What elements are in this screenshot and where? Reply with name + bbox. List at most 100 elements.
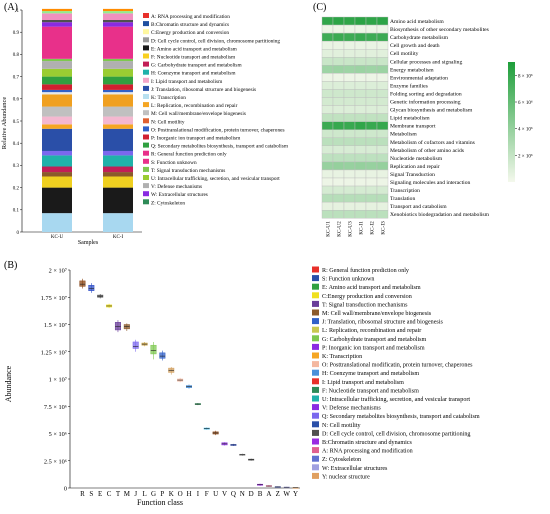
panel-a-legend-label: M: Cell wall/membrane/envelope biogenesi… [151,111,246,117]
panel-b-legend-label: M: Cell wall/membrane/envelope biogenesi… [322,311,432,317]
panel-c-heatmap-cell [354,185,367,195]
panel-a-bar-segment-g [42,58,72,62]
panel-c-heatmap-cell [343,89,356,98]
panel-b-xtick-label: J [134,490,137,498]
panel-b-xtick-label: T [116,490,121,498]
panel-c-scale-tick-label: 8 × 10⁶ [518,73,533,79]
panel-c-heatmap-cell [376,193,389,203]
panel-c-heatmap-cell [321,65,334,74]
panel-b-legend-swatch [312,335,319,342]
panel-a-bar-segment-l [42,89,72,93]
panel-c-heatmap-cell [354,193,367,203]
panel-c-heatmap-cell [365,145,378,155]
panel-a-legend-swatch [143,21,149,27]
panel-a-legend-label: V: Defense mechanisms [151,183,202,190]
panel-c-heatmap-cell [354,105,367,114]
panel-c-heatmap-cell [343,32,356,42]
panel-a-legend-label: I: Lipid transport and metabolism [151,79,223,85]
panel-a-legend-label: Q: Secondary metabolites biosynthesis, t… [151,144,289,150]
panel-a-legend-label: G: Carbohydrate transport and metabolism [151,63,242,69]
panel-b-xtick-label: V [222,490,227,498]
panel-b-legend-label: K: Transcription [322,354,362,360]
panel-c-column-label: KC-U2 [337,221,343,237]
panel-c-heatmap-cell [354,201,367,211]
panel-c-row-label: Nucleotide metabolism [390,156,443,162]
panel-c-heatmap-cell [354,24,367,34]
panel-c-heatmap-cell [332,97,345,106]
panel-a-ytick-label: 1 [17,9,20,14]
panel-b-legend-swatch [312,421,319,428]
panel-b-ylabel: Abundance [4,365,13,402]
panel-b-legend-swatch [312,361,319,368]
panel-c-row-label: Energy metabolism [390,67,434,73]
panel-a-legend-swatch [143,183,149,189]
panel-a-bar-segment-h [42,61,72,69]
panel-b-legend-label: S: Function unknown [322,277,374,283]
panel-c-heatmap-cell [365,97,378,106]
panel-c-heatmap-cell [354,145,367,155]
panel-b-ytick-label: 1 × 10⁷ [49,377,67,384]
panel-a-bar-segment-n [103,94,133,107]
panel-c-heatmap-cell [376,145,389,155]
panel-c-heatmap-cell [343,129,356,138]
panel-c-heatmap-cell [343,40,356,50]
panel-c-heatmap-cell [365,81,378,90]
panel-c-row-label: Membrane transport [390,124,436,130]
panel-c-heatmap-cell [332,129,345,138]
panel-b-legend-label: F: Nucleotide transport and metabolism [322,388,419,394]
panel-b-legend-label: N: Cell motility [322,423,362,429]
panel-c-heatmap-cell [321,145,334,155]
panel-c-heatmap-cell [365,137,378,147]
panel-c-heatmap-cell [321,169,334,179]
panel-c-heatmap-cell [354,16,367,26]
panel-c-heatmap-cell [376,161,389,171]
panel-c-heatmap-cell [343,209,356,219]
panel-c-heatmap-cell [321,97,334,106]
panel-a-bar-segment-a [42,8,72,12]
panel-c-heatmap-cell [365,161,378,171]
panel-b-xtick-label: C [107,490,112,498]
panel-a-bar-segment-f [42,26,72,59]
panel-b-legend-label: H: Coenzyme transport and metabolism [322,371,419,377]
panel-c-heatmap-cell [354,177,367,187]
panel-c-heatmap-cell [332,169,345,179]
panel-a-ytick-label: 0.6 [13,98,20,103]
panel-c-heatmap-cell [343,153,356,163]
panel-a-legend-swatch [143,158,149,164]
panel-a-ytick-label: 0.9 [13,31,20,36]
panel-b-legend-swatch [312,309,319,316]
panel-a-bar-segment-l [103,89,133,93]
panel-a-bar-segment-c [42,13,72,20]
panel-c-heatmap-cell [343,169,356,179]
panel-a-bar-segment-z [103,150,133,156]
panel-b-xtick-label: U [213,490,218,498]
panel-c-heatmap-cell [365,57,378,66]
panel-c-heatmap-cell [365,169,378,179]
panel-b-legend-label: T: Signal transduction mechanisms [322,302,408,308]
panel-c-heatmap-cell [332,24,345,34]
panel-c-heatmap-cell [365,65,378,74]
panel-a-legend-swatch [143,37,149,43]
panel-a-bar-segment-o [42,106,72,117]
panel-c-heatmap-cell [376,153,389,163]
panel-c-heatmap-cell [365,209,378,219]
panel-c-row-label: Xenobiotics biodegradation and metabolis… [390,212,490,218]
panel-a-bar-segment-k [103,84,133,90]
panel-a-legend-swatch [143,69,149,75]
panel-b-xtick-label: B [258,490,263,498]
panel-c-heatmap-cell [332,105,345,114]
panel-c-heatmap-cell [365,24,378,34]
panel-c-heatmap-cell [354,73,367,82]
panel-c-heatmap-cell [376,177,389,187]
panel-label-a: (A) [4,2,18,13]
panel-b-legend-swatch [312,266,319,273]
panel-label-c: (C) [313,2,326,13]
panel-b-box-plot: Abundance Function class 0 2.5 × 10⁶ 5 × 1… [4,266,480,507]
panel-c-heatmap-cell [365,129,378,138]
panel-c-heatmap-cell [376,81,389,90]
panel-c-column-label: KC-I3 [381,221,387,235]
panel-c-heatmap-cell [365,16,378,26]
panel-a-legend-label: Z: Cytoskeleton [151,200,185,206]
panel-a-legend-label: W: Extracellular structures [151,192,208,198]
panel-a-bar-segment-b [42,11,72,14]
